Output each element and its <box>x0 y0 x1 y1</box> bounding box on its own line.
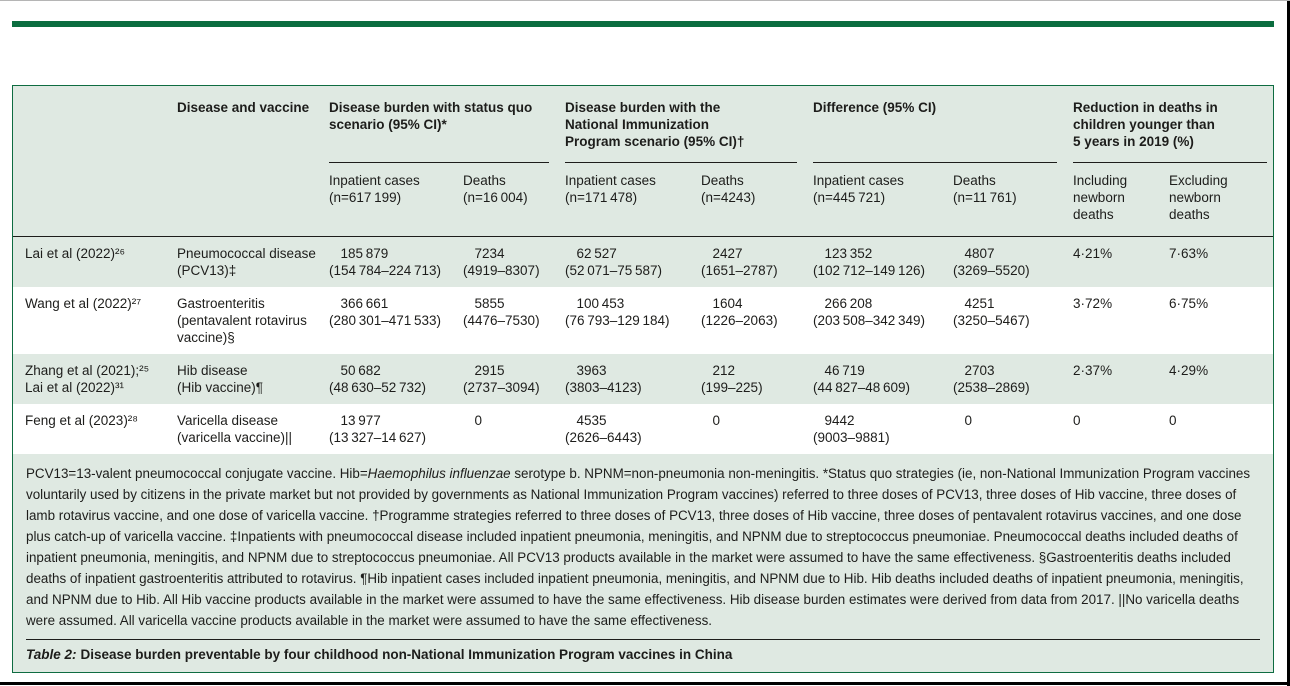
percent-cell: 2·37% <box>1073 363 1113 378</box>
group-header-status-quo: Disease burden with status quo scenario … <box>329 86 565 163</box>
disease-cell: Gastroenteritis (pentavalent rotavirus v… <box>177 296 307 345</box>
subheader-inpatient-nip: Inpatient cases (n=171 478) <box>565 163 702 237</box>
group-label-difference: Difference (95% CI) <box>813 99 1058 163</box>
group-label-reduction: Reduction in deaths in children younger … <box>1073 99 1268 163</box>
percent-cell: 3·72% <box>1073 296 1113 311</box>
value-cell: 7234 (4919–8307) <box>463 246 540 278</box>
study-column-spacer <box>13 86 177 163</box>
value-cell: 4807 (3269–5520) <box>953 246 1030 278</box>
table-row-pneumococcal: Lai et al (2022)²⁶ Pneumococcal disease … <box>13 237 1273 288</box>
group-label-nip-scenario: Disease burden with the National Immuniz… <box>565 99 798 163</box>
value-cell: 2703 (2538–2869) <box>953 363 1030 395</box>
value-cell: 2915 (2737–3094) <box>463 363 540 395</box>
top-rule-bar <box>12 21 1274 27</box>
value-cell: 0 <box>964 413 973 428</box>
group-header-reduction: Reduction in deaths in children younger … <box>1073 86 1273 163</box>
percent-cell: 4·29% <box>1169 363 1209 378</box>
value-cell: 46 719 (44 827–48 609) <box>813 363 911 395</box>
value-cell: 0 <box>474 413 482 428</box>
value-cell: 100 453 (76 793–129 184) <box>565 296 670 328</box>
value-cell: 62 527 (52 071–75 587) <box>565 246 663 278</box>
subheader-inpatient-diff: Inpatient cases (n=445 721) <box>813 163 954 237</box>
disease-cell: Varicella disease (varicella vaccine)|| <box>177 413 293 445</box>
table-panel: Disease and vaccine Disease burden with … <box>12 85 1274 673</box>
group-header-nip-scenario: Disease burden with the National Immuniz… <box>565 86 813 163</box>
subheader-inpatient-statusquo: Inpatient cases (n=617 199) <box>329 163 463 237</box>
subheader-spacer <box>13 163 177 237</box>
study-cell: Lai et al (2022)²⁶ <box>25 246 126 261</box>
subheader-excluding-newborn: Excluding newborn deaths <box>1169 163 1273 237</box>
value-cell: 4535 (2626–6443) <box>565 413 642 445</box>
percent-cell: 7·63% <box>1169 246 1209 261</box>
percent-cell: 6·75% <box>1169 296 1209 311</box>
table-footnotes: PCV13=13-valent pneumococcal conjugate v… <box>13 454 1273 639</box>
footnote-text: PCV13=13-valent pneumococcal conjugate v… <box>26 466 368 481</box>
value-cell: 0 <box>712 413 720 428</box>
table-row-hib: Zhang et al (2021);²⁵ Lai et al (2022)³¹… <box>13 354 1273 404</box>
subheader-spacer <box>177 163 329 237</box>
value-cell: 4251 (3250–5467) <box>953 296 1030 328</box>
screenshot-right-edge <box>1287 1 1290 686</box>
study-cell: Wang et al (2022)²⁷ <box>25 296 142 311</box>
value-cell: 3963 (3803–4123) <box>565 363 642 395</box>
percent-cell: 4·21% <box>1073 246 1113 261</box>
footnote-text: serotype b. NPNM=non-pneumonia non-menin… <box>26 466 1251 628</box>
footnote-italic-species: Haemophilus influenzae <box>367 466 511 481</box>
table-row-varicella: Feng et al (2023)²⁸ Varicella disease (v… <box>13 404 1273 454</box>
col-header-disease-vaccine: Disease and vaccine <box>177 86 329 163</box>
subheader-deaths-statusquo: Deaths (n=16 004) <box>463 163 566 237</box>
disease-cell: Hib disease (Hib vaccine)¶ <box>177 363 264 395</box>
value-cell: 9442 (9003–9881) <box>813 413 890 445</box>
value-cell: 2427 (1651–2787) <box>701 246 778 278</box>
value-cell: 366 661 (280 301–471 533) <box>329 296 442 328</box>
group-label-status-quo: Disease burden with status quo scenario … <box>329 99 550 163</box>
disease-cell: Pneumococcal disease (PCV13)‡ <box>177 246 316 278</box>
disease-burden-table: Disease and vaccine Disease burden with … <box>13 86 1273 454</box>
caption-label: Table 2: <box>26 647 77 662</box>
study-cell: Feng et al (2023)²⁸ <box>25 413 139 428</box>
disease-vaccine-label: Disease and vaccine <box>177 100 310 115</box>
percent-cell: 0 <box>1169 413 1177 428</box>
study-cell: Zhang et al (2021);²⁵ Lai et al (2022)³¹ <box>25 363 150 395</box>
percent-cell: 0 <box>1073 413 1081 428</box>
value-cell: 5855 (4476–7530) <box>463 296 540 328</box>
group-header-row: Disease and vaccine Disease burden with … <box>13 86 1273 163</box>
group-header-difference: Difference (95% CI) <box>813 86 1073 163</box>
caption-text: Disease burden preventable by four child… <box>80 647 733 662</box>
value-cell: 212 (199–225) <box>701 363 763 395</box>
value-cell: 50 682 (48 630–52 732) <box>329 363 426 395</box>
subheader-including-newborn: Including newborn deaths <box>1073 163 1170 237</box>
subheader-row: Inpatient cases (n=617 199) Deaths (n=16… <box>13 163 1273 237</box>
table-row-gastroenteritis: Wang et al (2022)²⁷ Gastroenteritis (pen… <box>13 287 1273 354</box>
value-cell: 266 208 (203 508–342 349) <box>813 296 926 328</box>
value-cell: 1604 (1226–2063) <box>701 296 778 328</box>
subheader-deaths-nip: Deaths (n=4243) <box>701 163 814 237</box>
value-cell: 13 977 (13 327–14 627) <box>329 413 426 445</box>
screenshot-bottom-edge <box>0 682 1290 685</box>
table-caption: Table 2: Disease burden preventable by fo… <box>26 639 1260 668</box>
value-cell: 185 879 (154 784–224 713) <box>329 246 442 278</box>
subheader-deaths-diff: Deaths (n=11 761) <box>953 163 1074 237</box>
value-cell: 123 352 (102 712–149 126) <box>813 246 926 278</box>
